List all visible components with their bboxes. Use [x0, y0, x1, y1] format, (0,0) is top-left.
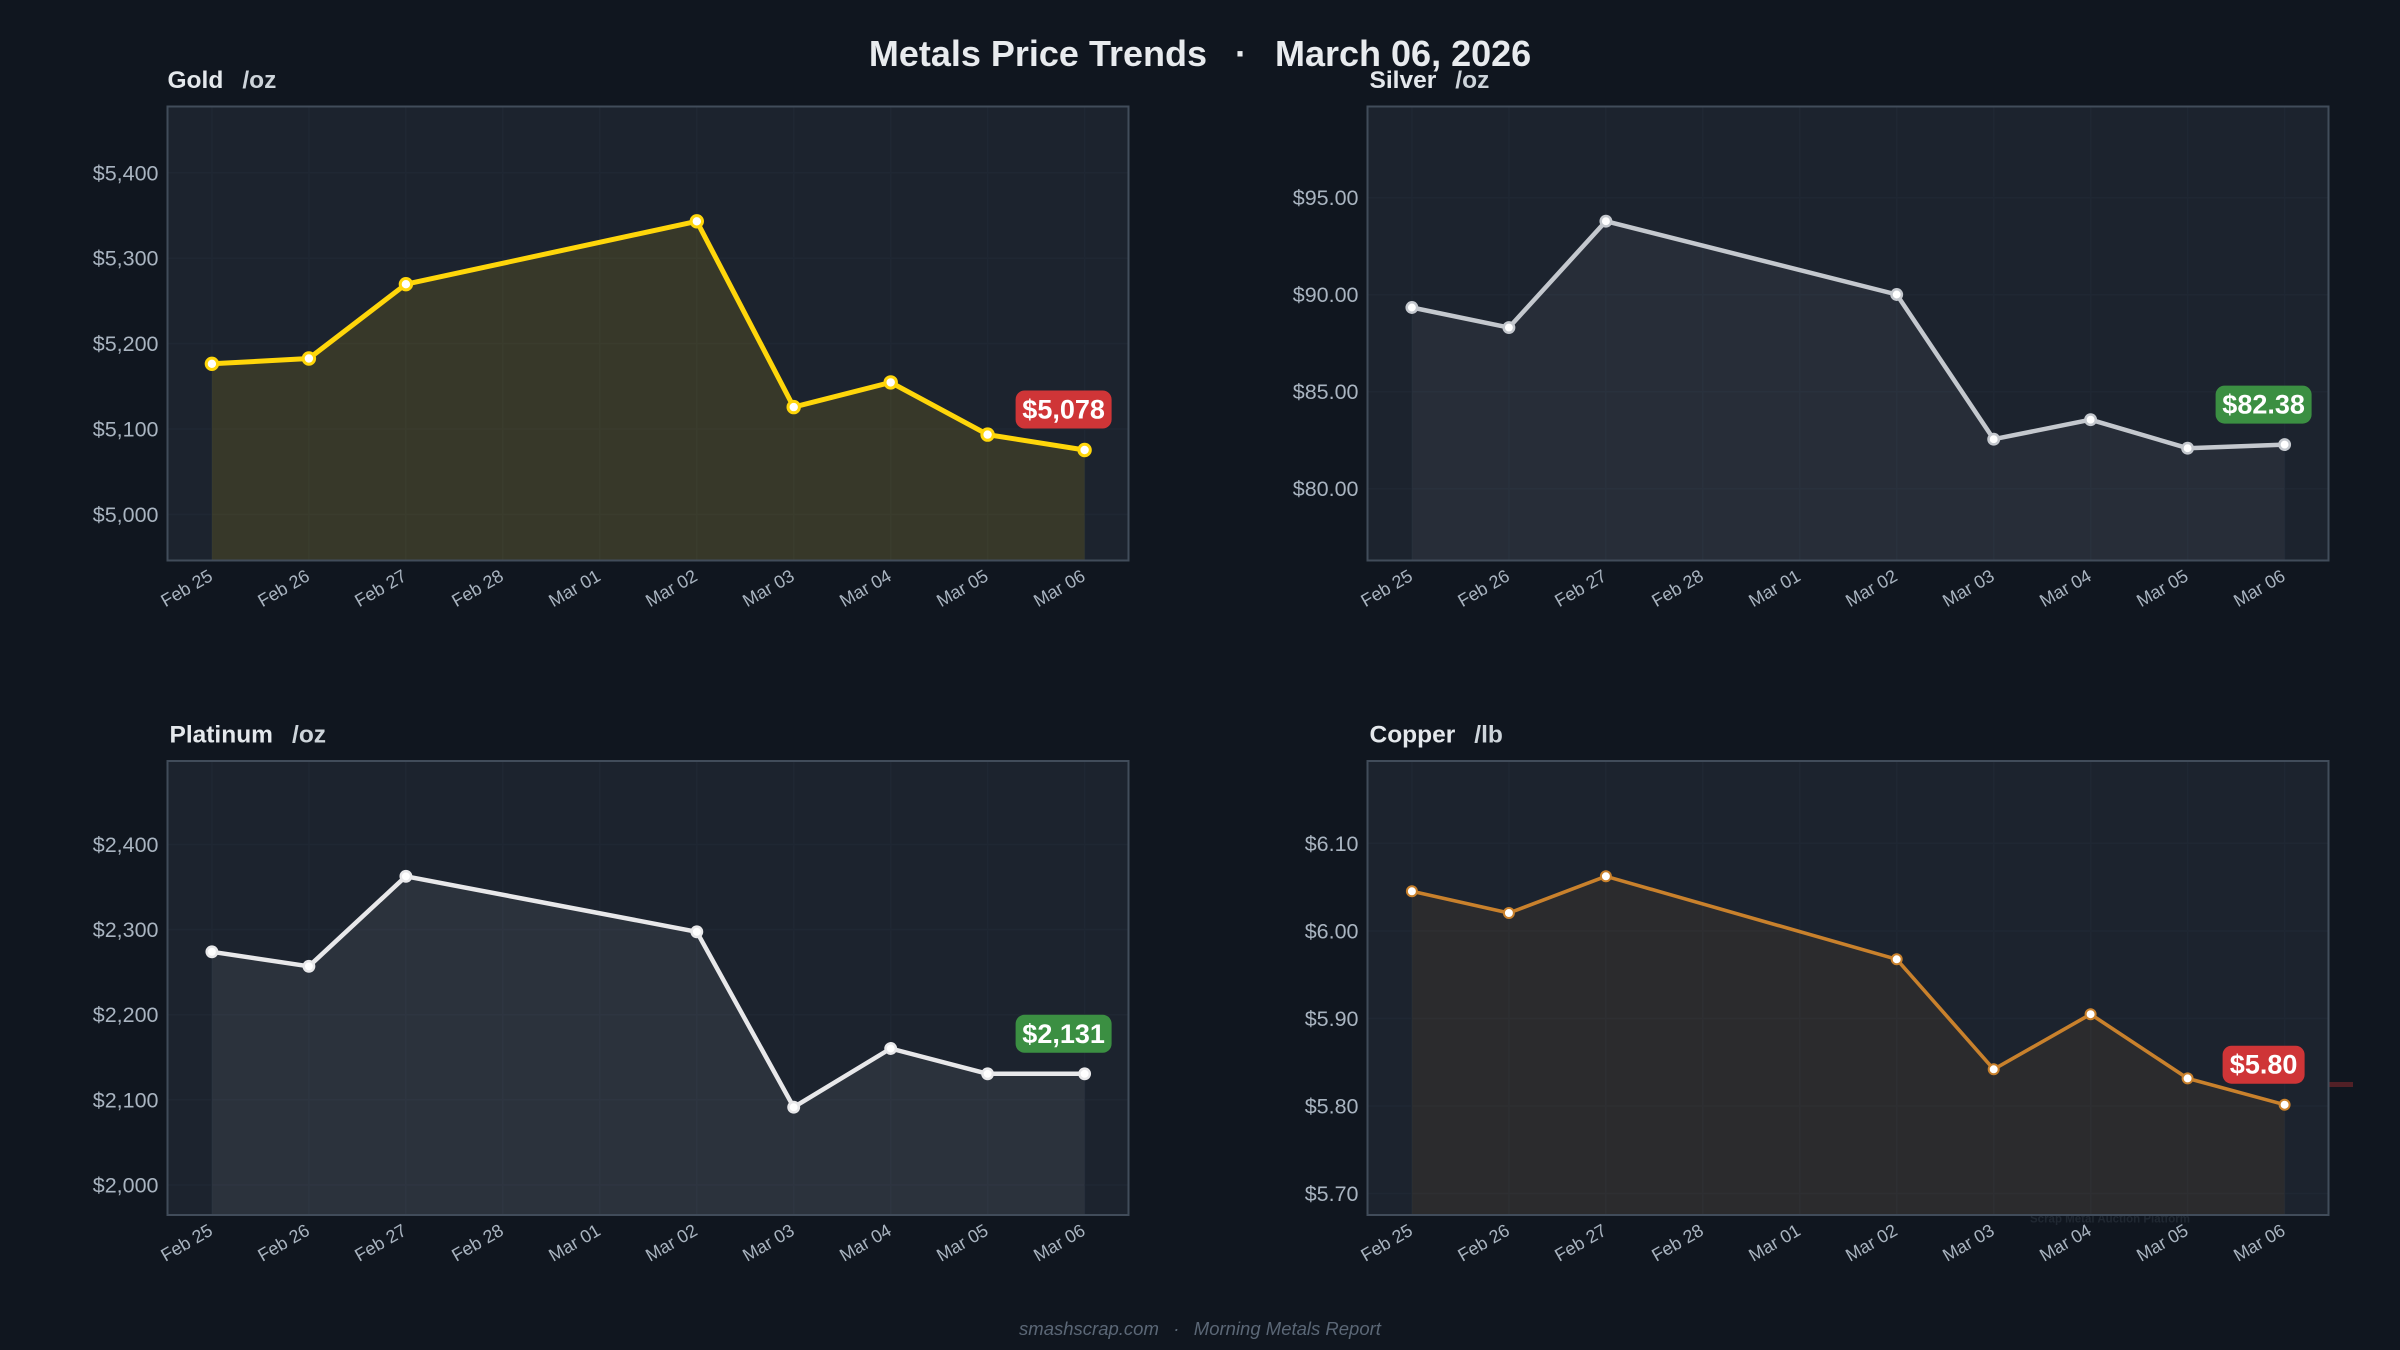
svg-text:Scrap Metal Auction Platform: Scrap Metal Auction Platform	[2030, 1214, 2190, 1226]
svg-text:$5,400: $5,400	[93, 161, 159, 185]
svg-text:$5,100: $5,100	[93, 418, 159, 442]
svg-text:$5,200: $5,200	[93, 332, 159, 356]
svg-text:smashscrap.com · Morning Met: smashscrap.com · Morning Metals Report	[1019, 1318, 1382, 1339]
svg-text:$82.38: $82.38	[2222, 390, 2305, 420]
svg-text:Platinum /oz: Platinum /oz	[170, 722, 327, 749]
svg-text:$5.80: $5.80	[2230, 1050, 2298, 1080]
svg-text:$2,131: $2,131	[1022, 1019, 1105, 1049]
svg-text:$95.00: $95.00	[1293, 186, 1359, 210]
svg-text:$2,000: $2,000	[93, 1173, 159, 1197]
svg-text:$6.00: $6.00	[1305, 919, 1359, 943]
svg-text:$5.70: $5.70	[1305, 1182, 1359, 1206]
svg-text:$5,078: $5,078	[1022, 395, 1105, 425]
svg-text:$6.10: $6.10	[1305, 832, 1359, 856]
svg-text:$80.00: $80.00	[1293, 477, 1359, 501]
svg-text:$5.90: $5.90	[1305, 1007, 1359, 1031]
svg-text:$2,400: $2,400	[93, 833, 159, 857]
svg-text:$2,300: $2,300	[93, 918, 159, 942]
svg-text:Silver /oz: Silver /oz	[1370, 67, 1490, 94]
svg-text:$2,100: $2,100	[93, 1088, 159, 1112]
svg-text:$5,000: $5,000	[93, 503, 159, 527]
svg-text:Metals Price Trends · March: Metals Price Trends · March 06, 2026	[869, 33, 1531, 74]
svg-text:$5.80: $5.80	[1305, 1095, 1359, 1119]
svg-text:Copper /lb: Copper /lb	[1370, 722, 1503, 749]
svg-text:$5,300: $5,300	[93, 247, 159, 271]
svg-text:$2,200: $2,200	[93, 1003, 159, 1027]
svg-text:$90.00: $90.00	[1293, 283, 1359, 307]
svg-text:Gold /oz: Gold /oz	[168, 67, 277, 94]
svg-text:$85.00: $85.00	[1293, 380, 1359, 404]
